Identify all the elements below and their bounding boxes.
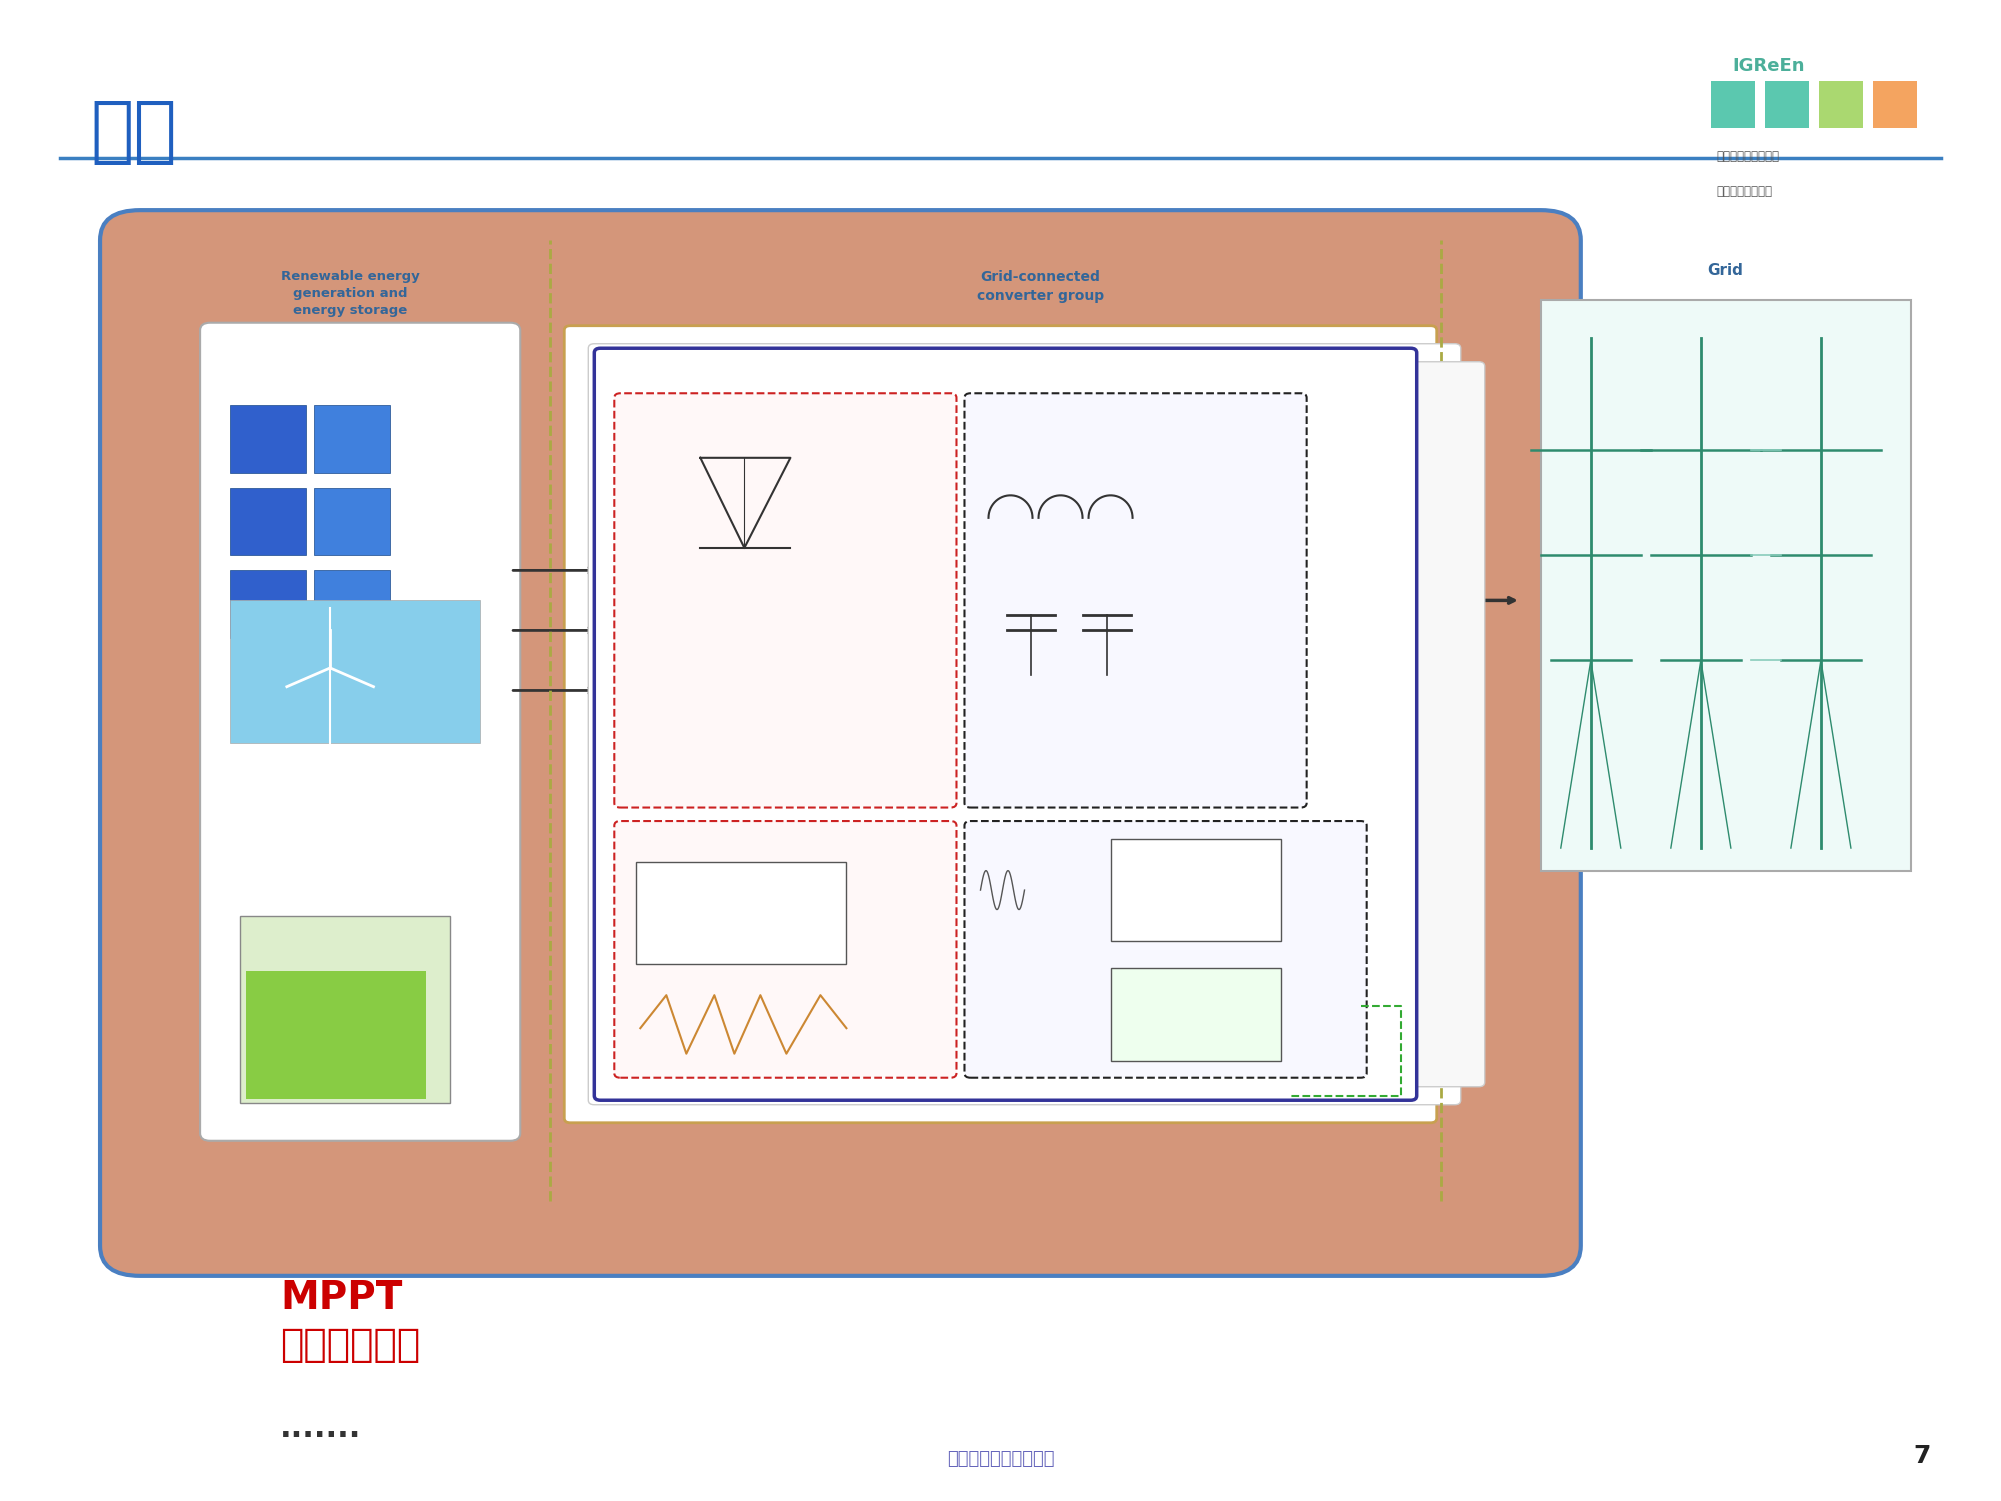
Bar [636, 862, 846, 964]
Bar [230, 570, 306, 638]
Text: Renewable energy
generation and
energy storage: Renewable energy generation and energy s… [280, 270, 420, 317]
Bar [230, 488, 306, 555]
Text: Carrier: Carrier [640, 973, 678, 983]
FancyBboxPatch shape [614, 393, 956, 808]
FancyBboxPatch shape [1873, 81, 1917, 128]
Text: Grid: Grid [1707, 263, 1743, 278]
Bar [314, 570, 390, 638]
Text: Control
Method: Control Method [1175, 880, 1215, 901]
Text: AC: AC [772, 443, 788, 453]
Bar [314, 405, 390, 473]
Text: 背景: 背景 [90, 98, 176, 167]
FancyBboxPatch shape [1765, 81, 1809, 128]
Text: Modulation: Modulation [712, 908, 768, 917]
Bar [246, 971, 426, 1099]
Text: 《电工技术学报》发布: 《电工技术学报》发布 [946, 1450, 1055, 1468]
Text: 山东大学可再生能源: 山东大学可再生能源 [1717, 150, 1779, 164]
Text: Modulated
Wave: Modulated Wave [984, 871, 1033, 890]
Text: Topology: Topology [650, 405, 702, 419]
Bar [314, 488, 390, 555]
Bar [1111, 839, 1281, 941]
Bar [230, 405, 306, 473]
Text: Low Pass Filter: Low Pass Filter [980, 405, 1067, 419]
FancyBboxPatch shape [612, 362, 1485, 1087]
Text: DC: DC [650, 600, 666, 611]
Text: Grid-connected converter: Grid-connected converter [880, 345, 1081, 359]
Text: Grid-connected
converter group: Grid-connected converter group [976, 270, 1105, 303]
Bar [230, 600, 480, 743]
FancyBboxPatch shape [964, 821, 1367, 1078]
Text: 与智能电网研究所: 与智能电网研究所 [1717, 185, 1773, 198]
Bar [1111, 968, 1281, 1061]
Bar [240, 916, 450, 1103]
FancyBboxPatch shape [1819, 81, 1863, 128]
Text: .......: ....... [280, 1414, 362, 1442]
FancyBboxPatch shape [614, 821, 956, 1078]
FancyBboxPatch shape [200, 323, 520, 1141]
Text: 7: 7 [1913, 1444, 1931, 1468]
Text: PWM: PWM [650, 829, 678, 839]
FancyBboxPatch shape [564, 326, 1437, 1123]
FancyBboxPatch shape [594, 348, 1417, 1100]
Text: Coordinate: Coordinate [1167, 1010, 1223, 1019]
FancyBboxPatch shape [588, 344, 1461, 1105]
Bar [1541, 300, 1911, 871]
FancyBboxPatch shape [100, 210, 1581, 1276]
FancyBboxPatch shape [964, 393, 1307, 808]
Text: IGReEn: IGReEn [1733, 57, 1805, 75]
FancyBboxPatch shape [1711, 81, 1755, 128]
Text: MPPT
电池能量管理: MPPT 电池能量管理 [280, 1279, 420, 1364]
Text: Sample: Sample [1297, 886, 1337, 895]
